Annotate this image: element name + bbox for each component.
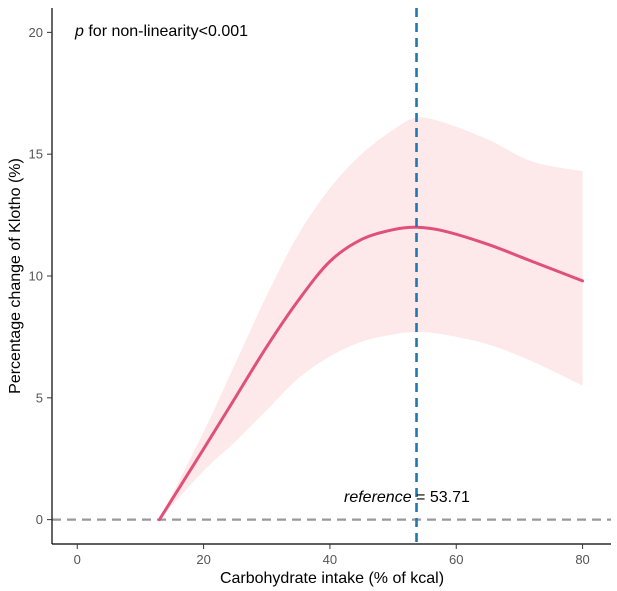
x-tick-label: 40 (323, 552, 337, 567)
x-tick-label: 60 (449, 552, 463, 567)
p-text: for non-linearity<0.001 (84, 23, 248, 40)
y-tick-label: 15 (29, 147, 43, 162)
p-symbol: p (74, 23, 84, 40)
x-tick-label: 80 (575, 552, 589, 567)
x-tick-label: 0 (74, 552, 81, 567)
x-axis-title: Carbohydrate intake (% of kcal) (220, 570, 444, 587)
x-tick-label: 20 (196, 552, 210, 567)
y-tick-label: 5 (36, 390, 43, 405)
axes-layer: 0 20 40 60 80 0 5 10 15 20 (29, 8, 611, 567)
y-axis-title: Percentage change of Klotho (%) (7, 158, 24, 394)
lines-layer (52, 8, 611, 544)
y-tick-label: 0 (36, 512, 43, 527)
p-value-annotation: p for non-linearity<0.001 (74, 23, 248, 40)
reference-value: = 53.71 (412, 489, 470, 506)
reference-word: reference (344, 489, 412, 506)
series-line-0 (157, 225, 585, 522)
confidence-band-layer (159, 117, 583, 520)
y-tick-label: 10 (29, 269, 43, 284)
annotation-layer: p for non-linearity<0.001 reference = 53… (7, 23, 470, 587)
y-tick-label: 20 (29, 25, 43, 40)
confidence-band (159, 117, 583, 520)
reference-annotation: reference = 53.71 (344, 489, 470, 506)
